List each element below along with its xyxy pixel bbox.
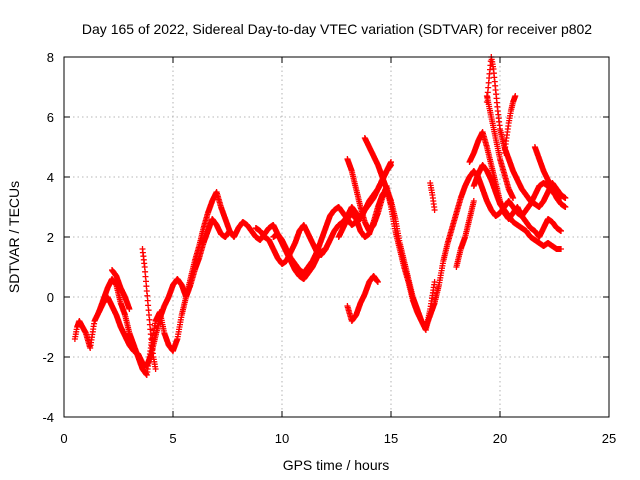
x-tick-label: 15 xyxy=(384,431,398,446)
data-points-track-n xyxy=(470,162,564,252)
x-tick-label: 5 xyxy=(169,431,176,446)
series-track-q xyxy=(501,93,519,156)
x-tick-label: 10 xyxy=(275,431,289,446)
data-points-track-d xyxy=(109,267,133,312)
tick-layer: 0 5 10 15 20 25 -4 -2 0 2 4 6 8 xyxy=(42,50,616,446)
series-track-d xyxy=(109,267,133,312)
data-points-track-k xyxy=(427,180,438,213)
y-tick-label: -4 xyxy=(42,410,54,425)
y-tick-label: 0 xyxy=(47,290,54,305)
series-track-i xyxy=(361,135,394,207)
series-track-k xyxy=(427,180,438,213)
data-points-track-a xyxy=(71,189,329,378)
data-points-track-c xyxy=(139,246,159,372)
series-track-j xyxy=(344,273,381,324)
y-tick-label: 6 xyxy=(47,110,54,125)
chart-title: Day 165 of 2022, Sidereal Day-to-day VTE… xyxy=(82,21,592,37)
series-track-r xyxy=(531,144,569,210)
y-tick-label: 2 xyxy=(47,230,54,245)
y-tick-label: 4 xyxy=(47,170,54,185)
series-track-a xyxy=(71,189,329,378)
x-tick-label: 25 xyxy=(602,431,616,446)
data-points-track-b xyxy=(95,216,233,369)
x-tick-label: 20 xyxy=(493,431,507,446)
data-points-track-j xyxy=(344,273,381,324)
y-tick-label: -2 xyxy=(42,350,54,365)
data-points-track-e xyxy=(252,159,394,267)
y-axis-label: SDTVAR / TECUs xyxy=(6,181,22,293)
data-points-track-q xyxy=(501,93,519,156)
series-track-f xyxy=(270,162,394,276)
data-points-track-i xyxy=(361,135,394,207)
data-points-track-r xyxy=(531,144,569,210)
x-axis-label: GPS time / hours xyxy=(283,457,390,473)
x-tick-label: 0 xyxy=(60,431,67,446)
data-points-track-s xyxy=(453,198,477,270)
y-tick-label: 8 xyxy=(47,50,54,65)
series-track-p xyxy=(483,93,517,201)
series-track-b xyxy=(95,216,233,369)
series-track-c xyxy=(139,246,159,372)
series-track-n xyxy=(470,162,564,252)
data-layer xyxy=(71,54,569,378)
data-points-track-p xyxy=(483,93,517,201)
series-track-s xyxy=(453,198,477,270)
data-points-track-f xyxy=(270,162,394,276)
series-track-e xyxy=(252,159,394,267)
